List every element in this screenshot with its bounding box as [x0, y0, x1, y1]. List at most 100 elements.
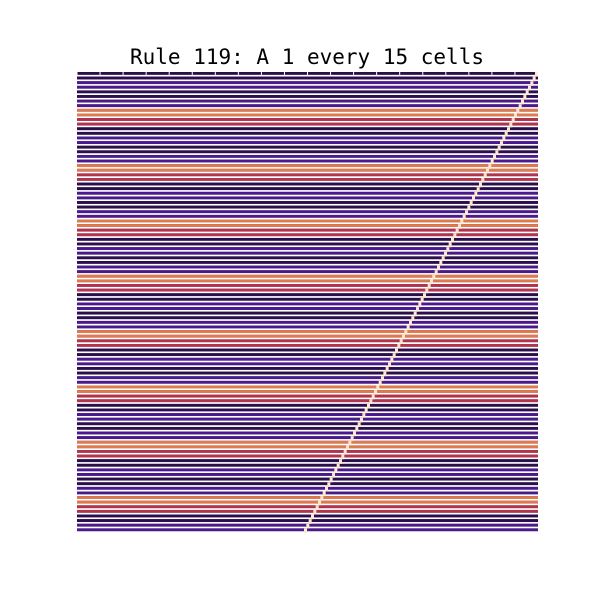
- generation-row: [77, 320, 538, 324]
- active-cell: [315, 505, 319, 510]
- active-cell: [430, 279, 433, 285]
- row-separator: [77, 328, 538, 331]
- generation-row: [77, 528, 538, 532]
- active-cell: [392, 353, 396, 358]
- row-separator: [77, 420, 538, 423]
- active-cell: [409, 320, 412, 326]
- active-cell: [458, 224, 461, 229]
- active-cell: [369, 399, 373, 404]
- active-cell: [308, 519, 312, 524]
- active-cell: [476, 187, 480, 192]
- row-separator: [77, 452, 538, 455]
- active-cell: [425, 288, 429, 294]
- row-separator: [77, 369, 538, 372]
- active-cell: [374, 390, 377, 395]
- row-separator: [77, 130, 538, 132]
- active-cell: [511, 118, 515, 123]
- generation-row: [77, 288, 538, 292]
- row-separator: [77, 443, 538, 446]
- generation-row: [77, 390, 538, 393]
- generation-row: [77, 459, 538, 463]
- generation-row: [77, 284, 538, 287]
- generation-row: [77, 154, 538, 158]
- row-separator: [77, 425, 538, 427]
- generation-row: [77, 293, 538, 297]
- active-cell: [420, 297, 424, 303]
- generation-row: [77, 95, 538, 98]
- active-cell: [339, 459, 342, 464]
- active-cell: [460, 219, 464, 225]
- active-cell: [469, 201, 473, 206]
- generation-row: [77, 357, 538, 361]
- active-cell: [427, 284, 431, 289]
- figure-title: Rule 119: A 1 every 15 cells: [130, 45, 484, 69]
- active-cell: [535, 72, 538, 77]
- generation-row: [77, 380, 538, 384]
- row-separator: [77, 213, 538, 215]
- row-separator: [77, 416, 538, 418]
- active-cell: [355, 426, 359, 432]
- generation-row: [77, 422, 538, 426]
- generation-row: [77, 311, 538, 315]
- automaton-grid: [77, 72, 538, 533]
- row-separator: [77, 203, 538, 206]
- row-separator: [77, 139, 538, 142]
- active-cell: [385, 367, 389, 372]
- row-separator: [77, 379, 538, 381]
- row-separator: [77, 97, 538, 100]
- row-separator: [77, 485, 538, 487]
- row-separator: [77, 392, 538, 395]
- active-cell: [434, 270, 438, 275]
- active-cell: [455, 228, 459, 234]
- row-separator: [77, 282, 538, 285]
- row-separator: [77, 402, 538, 404]
- active-cell: [497, 145, 501, 151]
- generation-row: [77, 514, 538, 518]
- active-cell: [336, 463, 340, 469]
- active-cell: [325, 486, 328, 492]
- row-separator: [77, 531, 538, 533]
- row-separator: [77, 489, 538, 492]
- row-separator: [77, 116, 538, 119]
- active-cell: [395, 348, 398, 354]
- active-cell: [418, 302, 422, 308]
- active-cell: [378, 380, 382, 386]
- row-separator: [77, 494, 538, 497]
- active-cell: [518, 104, 522, 109]
- active-cell: [320, 496, 324, 501]
- active-cell: [502, 136, 506, 142]
- row-separator: [77, 190, 538, 192]
- generation-row: [77, 436, 538, 440]
- row-separator: [77, 286, 538, 289]
- generation-row: [77, 81, 538, 85]
- row-separator: [77, 74, 538, 77]
- generation-row: [77, 408, 538, 412]
- active-cell: [367, 403, 370, 409]
- active-cell: [390, 357, 394, 363]
- active-cell: [332, 473, 335, 478]
- generation-row: [77, 496, 538, 499]
- generation-row: [77, 509, 538, 513]
- generation-row: [77, 251, 538, 255]
- row-separator: [77, 397, 538, 400]
- row-separator: [77, 374, 538, 377]
- generation-row: [77, 205, 538, 209]
- row-separator: [77, 167, 538, 169]
- row-separator: [77, 254, 538, 257]
- active-cell: [465, 210, 468, 215]
- active-cell: [462, 214, 466, 220]
- generation-row: [77, 339, 538, 343]
- row-separator: [77, 273, 538, 275]
- generation-row: [77, 191, 538, 195]
- generation-row: [77, 482, 538, 486]
- generation-row: [77, 385, 538, 389]
- row-separator: [77, 208, 538, 211]
- generation-row: [77, 348, 538, 352]
- generation-row: [77, 468, 538, 472]
- active-cell: [474, 191, 478, 197]
- active-cell: [313, 509, 317, 515]
- generation-row: [77, 237, 538, 241]
- active-cell: [509, 122, 513, 128]
- generation-row: [77, 178, 538, 181]
- row-separator: [77, 111, 538, 114]
